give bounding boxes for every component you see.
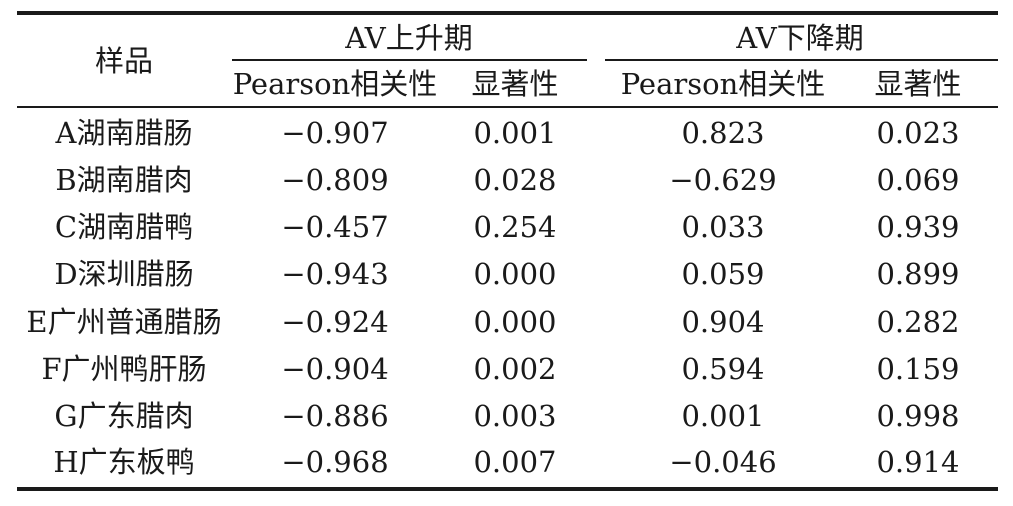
row-1-fall-sig: 0.023	[876, 116, 960, 150]
row-7-rise-sig: 0.003	[473, 399, 557, 433]
header-fall-sig: 显著性	[874, 67, 962, 101]
rise-group-rule	[232, 59, 587, 61]
row-6-rise-pearson: −0.904	[281, 352, 389, 386]
row-3-rise-pearson: −0.457	[281, 210, 389, 244]
row-8-sample: H广东板鸭	[53, 445, 195, 479]
row-4-fall-sig: 0.899	[876, 257, 960, 291]
header-fall-pearson: Pearson相关性	[620, 67, 826, 101]
fall-group-rule	[605, 59, 998, 61]
row-4-rise-pearson: −0.943	[281, 257, 389, 291]
row-1-sample: A湖南腊肠	[55, 116, 193, 150]
row-7-sample: G广东腊肉	[54, 399, 194, 433]
row-8-rise-pearson: −0.968	[281, 445, 389, 479]
row-2-fall-sig: 0.069	[876, 163, 960, 197]
header-group-fall: AV下降期	[736, 21, 864, 55]
row-4-rise-sig: 0.000	[473, 257, 557, 291]
header-rise-pearson: Pearson相关性	[232, 67, 438, 101]
row-6-fall-pearson: 0.594	[681, 352, 765, 386]
row-1-rise-sig: 0.001	[473, 116, 557, 150]
row-1-rise-pearson: −0.907	[281, 116, 389, 150]
row-8-fall-pearson: −0.046	[669, 445, 777, 479]
header-sample: 样品	[94, 44, 154, 78]
header-group-rise: AV上升期	[345, 21, 473, 55]
header-rise-sig: 显著性	[471, 67, 559, 101]
row-6-sample: F广州鸭肝肠	[41, 352, 207, 386]
row-7-fall-pearson: 0.001	[681, 399, 765, 433]
row-2-rise-sig: 0.028	[473, 163, 557, 197]
row-8-rise-sig: 0.007	[473, 445, 557, 479]
row-6-fall-sig: 0.159	[876, 352, 960, 386]
row-3-fall-sig: 0.939	[876, 210, 960, 244]
header-bottom-rule	[17, 106, 998, 108]
row-5-sample: E广州普通腊肠	[26, 305, 222, 339]
row-3-fall-pearson: 0.033	[681, 210, 765, 244]
row-3-sample: C湖南腊鸭	[54, 210, 194, 244]
row-2-fall-pearson: −0.629	[669, 163, 777, 197]
row-4-fall-pearson: 0.059	[681, 257, 765, 291]
row-5-fall-pearson: 0.904	[681, 305, 765, 339]
row-3-rise-sig: 0.254	[473, 210, 557, 244]
row-4-sample: D深圳腊肠	[54, 257, 194, 291]
row-5-rise-pearson: −0.924	[281, 305, 389, 339]
row-2-sample: B湖南腊肉	[55, 163, 193, 197]
row-7-fall-sig: 0.998	[876, 399, 960, 433]
row-6-rise-sig: 0.002	[473, 352, 557, 386]
table-top-rule	[17, 11, 998, 15]
table-bottom-rule	[17, 487, 998, 491]
row-5-fall-sig: 0.282	[876, 305, 960, 339]
row-7-rise-pearson: −0.886	[281, 399, 389, 433]
row-1-fall-pearson: 0.823	[681, 116, 765, 150]
row-5-rise-sig: 0.000	[473, 305, 557, 339]
row-2-rise-pearson: −0.809	[281, 163, 389, 197]
row-8-fall-sig: 0.914	[876, 445, 960, 479]
